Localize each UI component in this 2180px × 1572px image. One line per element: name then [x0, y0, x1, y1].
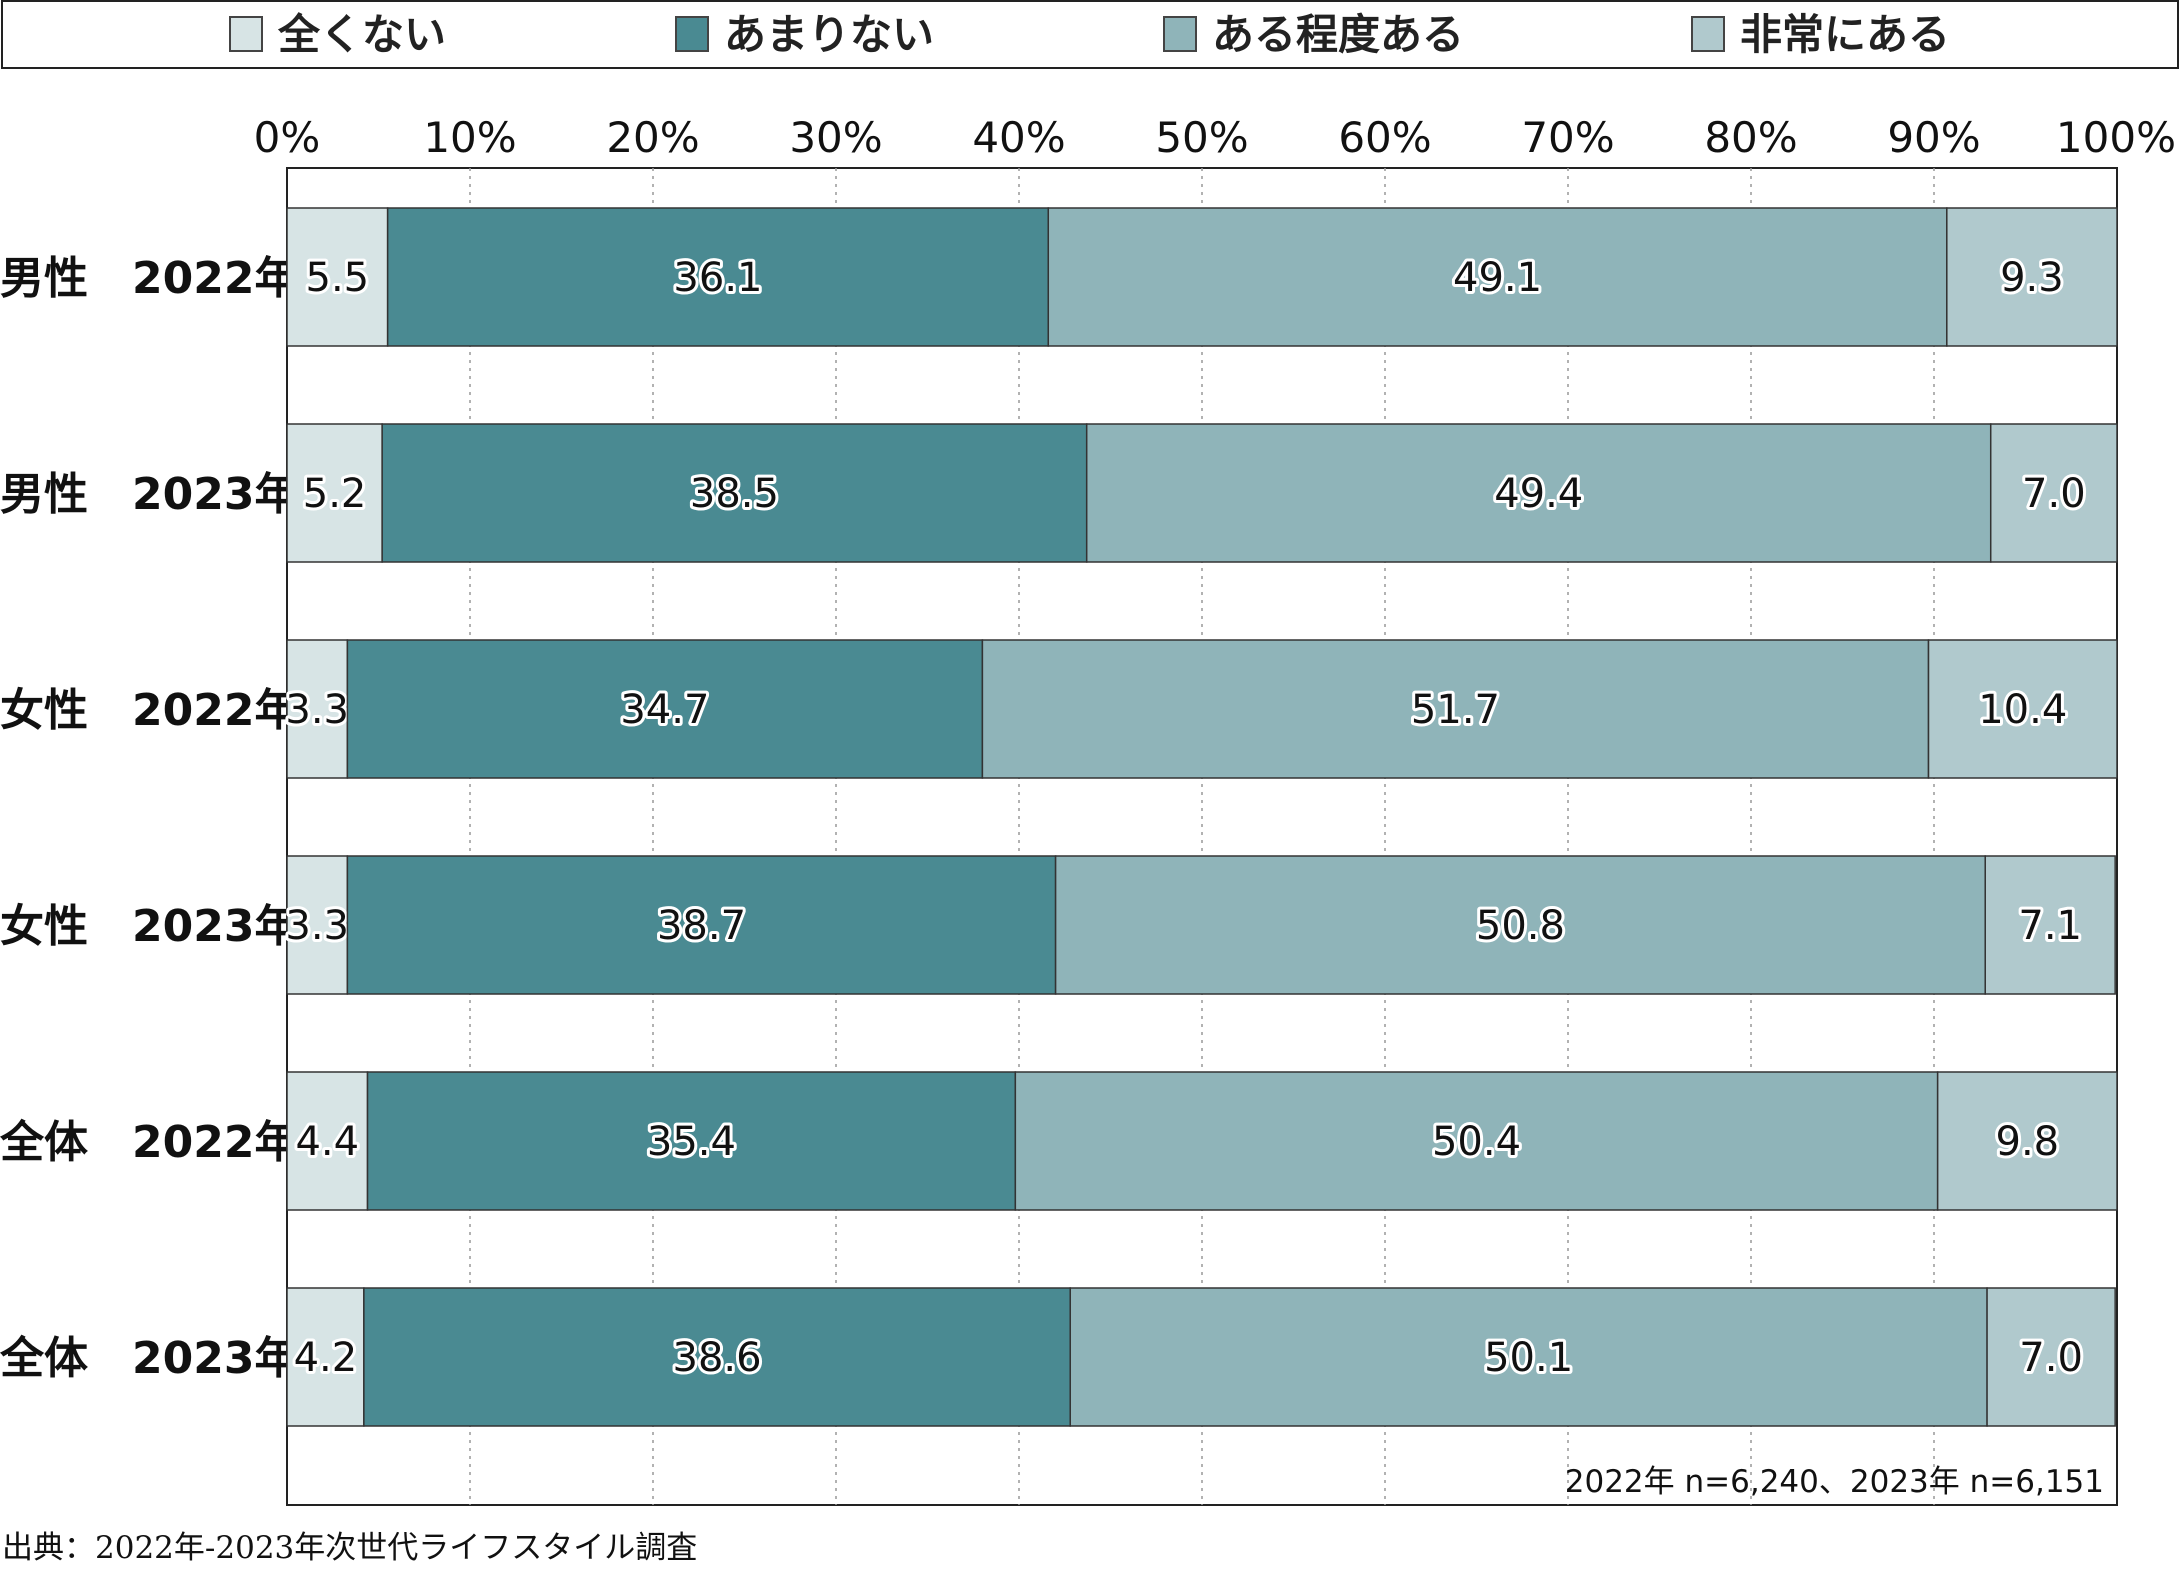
- row-label: 男性 2023年: [0, 469, 298, 520]
- value-label: 50.4: [1432, 1119, 1521, 1165]
- legend-swatch: [1163, 16, 1197, 52]
- value-label: 50.1: [1484, 1335, 1573, 1381]
- value-label: 7.1: [2018, 903, 2082, 949]
- x-tick-label: 60%: [1338, 113, 1431, 162]
- value-label: 10.4: [1978, 687, 2067, 733]
- bar-segment: [1054, 855, 1986, 995]
- value-label: 5.5: [306, 255, 370, 301]
- bar-segment: [1085, 423, 1992, 563]
- row-label: 女性 2023年: [0, 901, 298, 952]
- row-label: 女性 2022年: [0, 685, 298, 736]
- value-label: 38.6: [673, 1335, 762, 1381]
- source-note: 出典：2022年-2023年次世代ライフスタイル調査: [2, 1530, 697, 1566]
- legend-box: [1, 0, 2179, 69]
- bar-segment: [346, 639, 984, 779]
- x-tick-label: 90%: [1887, 113, 1980, 162]
- value-label: 4.4: [295, 1119, 359, 1165]
- x-tick-label: 100%: [2056, 113, 2176, 162]
- x-tick-label: 50%: [1155, 113, 1248, 162]
- value-label: 51.7: [1411, 687, 1500, 733]
- x-tick-label: 0%: [254, 113, 321, 162]
- bar-segment: [286, 639, 349, 779]
- bar-segment: [286, 1287, 365, 1427]
- row-label: 全体 2023年: [0, 1333, 298, 1384]
- x-tick-label: 40%: [972, 113, 1065, 162]
- legend-label: 非常にある: [1740, 10, 1950, 59]
- value-label: 36.1: [673, 255, 762, 301]
- bar-segment: [346, 855, 1057, 995]
- value-label: 4.2: [294, 1335, 358, 1381]
- bar-segment: [1069, 1287, 1988, 1427]
- x-tick-label: 10%: [423, 113, 516, 162]
- bar-segment: [1936, 1071, 2118, 1211]
- value-label: 9.8: [1996, 1119, 2060, 1165]
- x-tick-label: 70%: [1521, 113, 1614, 162]
- x-tick-label: 80%: [1704, 113, 1797, 162]
- sample-size-note: 2022年 n=6,240、2023年 n=6,151: [1565, 1464, 2104, 1500]
- x-tick-label: 20%: [606, 113, 699, 162]
- legend-swatch: [675, 16, 709, 52]
- legend-swatch: [229, 16, 263, 52]
- bar-segment: [363, 1287, 1071, 1427]
- value-label: 50.8: [1476, 903, 1565, 949]
- value-label: 7.0: [2019, 1335, 2083, 1381]
- bar-segment: [1014, 1071, 1939, 1211]
- bar-segment: [286, 423, 383, 563]
- bar-segment: [1946, 207, 2118, 347]
- legend-label: ある程度ある: [1212, 10, 1464, 59]
- legend-swatch: [1691, 16, 1725, 52]
- bar-segment: [1047, 207, 1948, 347]
- value-label: 49.4: [1494, 471, 1583, 517]
- row-label: 男性 2022年: [0, 253, 298, 304]
- bar-segment: [386, 207, 1050, 347]
- value-label: 9.3: [2000, 255, 2064, 301]
- value-label: 3.3: [285, 687, 349, 733]
- value-label: 35.4: [647, 1119, 736, 1165]
- value-label: 38.7: [657, 903, 746, 949]
- bar-segment: [1986, 1287, 2116, 1427]
- row-label: 全体 2022年: [0, 1117, 298, 1168]
- bar-segment: [381, 423, 1088, 563]
- bar-segment: [981, 639, 1930, 779]
- bar-segment: [286, 1071, 369, 1211]
- x-tick-label: 30%: [789, 113, 882, 162]
- value-label: 3.3: [285, 903, 349, 949]
- value-label: 5.2: [303, 471, 367, 517]
- value-label: 38.5: [690, 471, 779, 517]
- legend-label: 全くない: [277, 10, 446, 59]
- bar-segment: [1984, 855, 2116, 995]
- value-label: 34.7: [620, 687, 709, 733]
- bar-segment: [286, 855, 349, 995]
- bar-segment: [1927, 639, 2118, 779]
- value-label: 7.0: [2022, 471, 2086, 517]
- legend-label: あまりない: [724, 10, 934, 59]
- bar-segment: [366, 1071, 1017, 1211]
- bar-segment: [286, 207, 389, 347]
- bar-segment: [1989, 423, 2118, 563]
- value-label: 49.1: [1453, 255, 1542, 301]
